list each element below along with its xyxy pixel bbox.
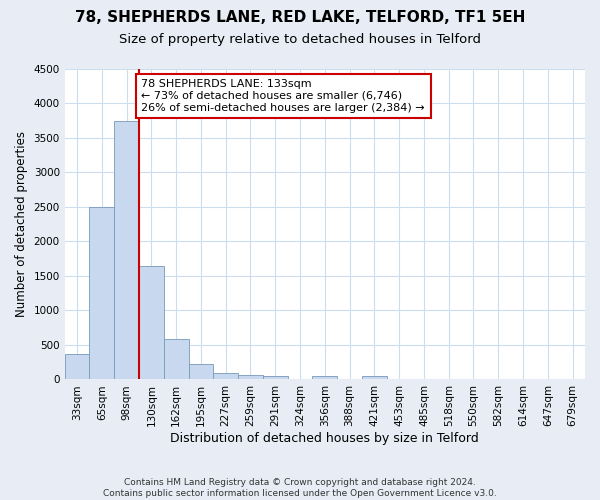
- Text: 78, SHEPHERDS LANE, RED LAKE, TELFORD, TF1 5EH: 78, SHEPHERDS LANE, RED LAKE, TELFORD, T…: [75, 10, 525, 25]
- Text: Size of property relative to detached houses in Telford: Size of property relative to detached ho…: [119, 32, 481, 46]
- Bar: [164, 339, 188, 380]
- Text: Contains HM Land Registry data © Crown copyright and database right 2024.
Contai: Contains HM Land Registry data © Crown c…: [103, 478, 497, 498]
- Text: 78 SHEPHERDS LANE: 133sqm
← 73% of detached houses are smaller (6,746)
26% of se: 78 SHEPHERDS LANE: 133sqm ← 73% of detac…: [142, 80, 425, 112]
- Bar: [263, 376, 287, 380]
- Bar: [313, 376, 337, 380]
- Bar: [89, 207, 114, 380]
- Bar: [114, 120, 139, 380]
- Bar: [188, 364, 214, 380]
- Bar: [214, 372, 238, 380]
- Bar: [139, 266, 164, 380]
- Bar: [362, 376, 387, 380]
- X-axis label: Distribution of detached houses by size in Telford: Distribution of detached houses by size …: [170, 432, 479, 445]
- Y-axis label: Number of detached properties: Number of detached properties: [15, 131, 28, 317]
- Bar: [238, 375, 263, 380]
- Bar: [65, 354, 89, 380]
